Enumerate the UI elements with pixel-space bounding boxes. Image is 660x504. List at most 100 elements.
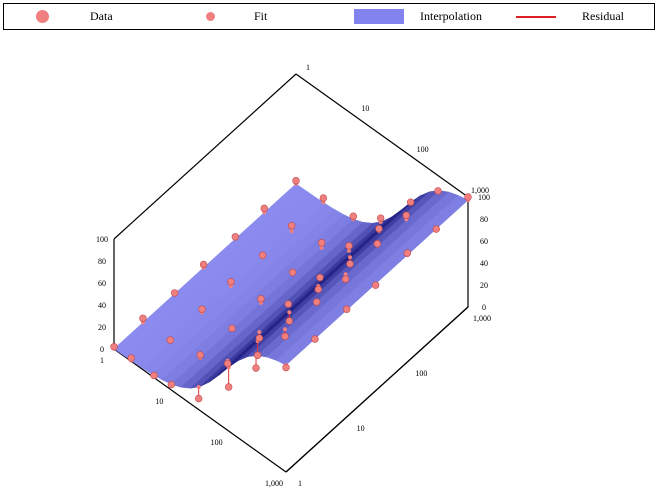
z-tick-label: 80 — [98, 257, 106, 266]
z-tick-label: 100 — [96, 235, 108, 244]
data-point — [346, 260, 354, 268]
data-point — [287, 222, 296, 230]
axis-frame-line — [113, 348, 287, 473]
y-tick-label: 100 — [415, 369, 427, 378]
legend-item-data: Data — [4, 4, 164, 29]
data-point — [194, 394, 203, 403]
data-point — [317, 239, 326, 247]
data-point — [150, 371, 158, 380]
data-point — [253, 351, 262, 359]
legend-interpolation-label: Interpolation — [420, 9, 482, 23]
data-point — [223, 359, 232, 368]
legend-fit-label: Fit — [254, 9, 268, 23]
legend-item-fit: Fit — [164, 4, 334, 29]
data-point — [170, 289, 179, 297]
x-tick-label: 10 — [155, 397, 163, 406]
chart-legend: Data Fit Interpolation Residual — [3, 3, 655, 30]
z-tick-label-right: 60 — [480, 237, 488, 246]
z-tick-label: 20 — [98, 323, 106, 332]
x-tick-label: 1,000 — [265, 479, 283, 488]
data-point — [292, 177, 300, 185]
data-point — [198, 305, 206, 313]
data-point — [228, 324, 236, 333]
data-point — [110, 343, 118, 351]
x-tick-label-top: 10 — [361, 104, 369, 113]
fit-marker-icon — [206, 12, 215, 21]
data-point — [224, 383, 233, 391]
x-tick-label-top: 1,000 — [471, 186, 489, 195]
legend-item-interpolation: Interpolation — [334, 4, 504, 29]
z-tick-label-right: 20 — [480, 281, 488, 290]
fit-point — [343, 272, 348, 277]
data-point — [196, 351, 204, 359]
data-point — [285, 317, 294, 325]
data-point — [341, 275, 350, 283]
data-point — [376, 214, 385, 222]
legend-data-label: Data — [90, 9, 113, 23]
data-point — [406, 198, 415, 206]
axis-frame-line — [295, 73, 469, 198]
z-tick-label: 40 — [98, 301, 106, 310]
x-tick-label: 100 — [211, 438, 223, 447]
z-tick-label-right: 100 — [478, 193, 490, 202]
axis-frame-line — [113, 73, 297, 240]
data-point — [373, 240, 382, 248]
interpolation-swatch-icon — [354, 9, 404, 24]
data-point — [314, 285, 322, 293]
z-tick-label: 0 — [100, 345, 104, 354]
data-point — [288, 268, 297, 276]
y-tick-label: 1 — [298, 479, 302, 488]
data-point — [316, 273, 324, 282]
data-point — [432, 225, 440, 233]
z-tick-label-right: 80 — [480, 215, 488, 224]
y-tick-label: 1,000 — [473, 314, 491, 323]
residual-line-icon — [516, 16, 556, 18]
fit-point — [346, 248, 351, 253]
data-point — [282, 363, 290, 372]
fit-point — [287, 310, 292, 315]
data-point — [312, 298, 321, 306]
fit-point — [196, 384, 201, 389]
data-point — [342, 305, 351, 313]
z-tick-label: 60 — [98, 279, 106, 288]
data-point — [345, 242, 353, 250]
data-point — [311, 335, 319, 343]
fit-point — [289, 229, 294, 234]
data-point — [402, 211, 411, 220]
data-point — [258, 251, 267, 259]
data-point — [227, 278, 235, 286]
data-point — [199, 260, 208, 269]
data-point — [349, 212, 358, 220]
y-tick-label: 10 — [357, 424, 365, 433]
data-point — [284, 300, 293, 308]
interpolation-surface — [113, 183, 469, 389]
data-point — [139, 314, 147, 323]
data-point — [260, 204, 268, 213]
data-point — [252, 364, 260, 372]
data-point — [167, 380, 176, 389]
data-point — [375, 225, 383, 233]
x-tick-label-top: 1 — [306, 63, 310, 72]
z-tick-label-right: 0 — [482, 303, 486, 312]
fit-point — [257, 329, 262, 334]
legend-item-residual: Residual — [504, 4, 654, 29]
legend-residual-label: Residual — [582, 9, 624, 23]
front-axis-line — [285, 306, 469, 473]
data-point — [434, 187, 442, 195]
data-point — [257, 295, 265, 303]
fit-point — [319, 245, 324, 250]
data-point — [403, 249, 412, 257]
data-point — [371, 281, 380, 289]
data-point — [231, 233, 240, 241]
x-tick-label-top: 100 — [417, 145, 429, 154]
data-point — [255, 334, 264, 342]
fit-point — [282, 327, 287, 332]
data-point — [319, 194, 328, 202]
data-point — [166, 336, 175, 344]
fit-point — [348, 255, 352, 260]
data-marker-icon — [36, 10, 49, 23]
data-point — [127, 354, 135, 362]
data-point — [464, 193, 472, 201]
z-tick-label-right: 40 — [480, 259, 488, 268]
